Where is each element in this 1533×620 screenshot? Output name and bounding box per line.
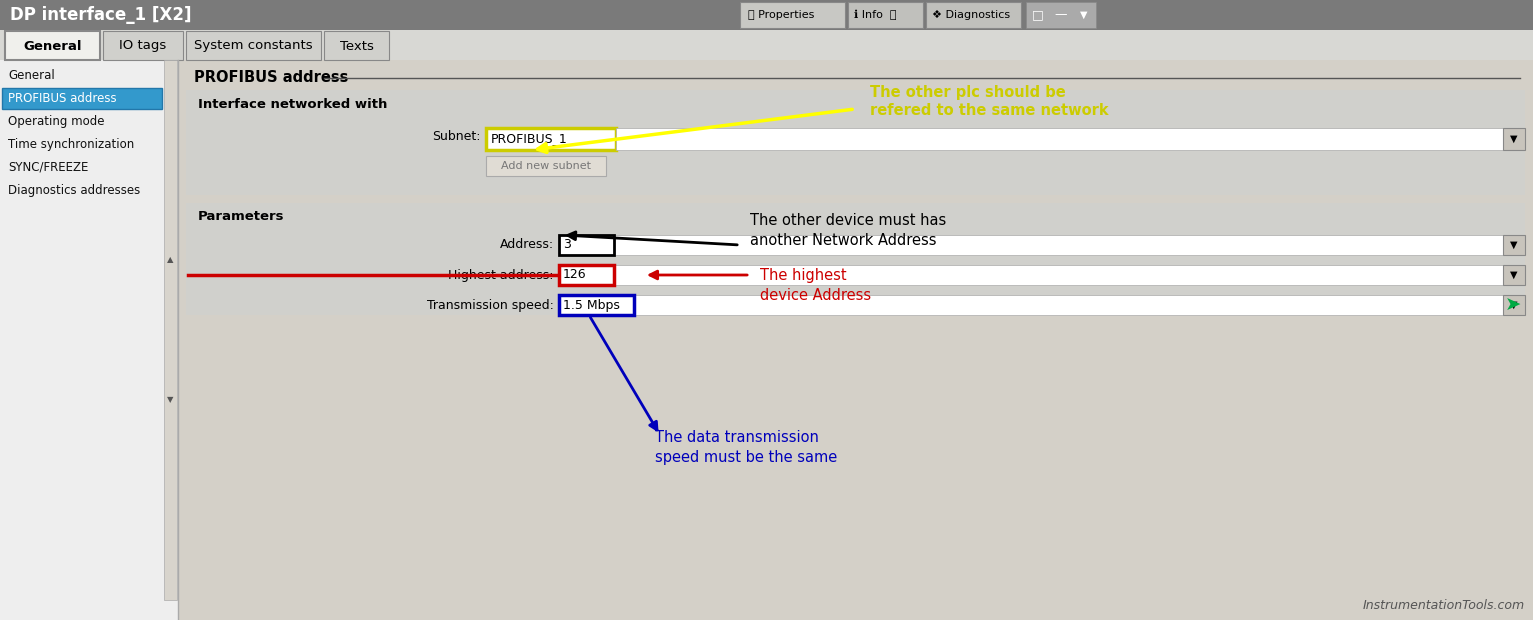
Bar	[1502, 295, 1525, 315]
Bar	[5, 31, 100, 60]
Text: ▼: ▼	[1081, 10, 1088, 20]
Text: The other plc should be: The other plc should be	[871, 85, 1065, 100]
Bar	[103, 31, 182, 60]
Bar	[1502, 128, 1525, 150]
Text: speed must be the same: speed must be the same	[655, 450, 837, 465]
Text: ℹ Info  ⓘ: ℹ Info ⓘ	[854, 10, 897, 20]
Text: DP interface_1 [X2]: DP interface_1 [X2]	[11, 6, 192, 24]
Bar	[164, 60, 176, 600]
Text: IO tags: IO tags	[120, 40, 167, 53]
Bar	[1026, 2, 1096, 28]
Text: The highest: The highest	[760, 268, 846, 283]
Bar	[323, 31, 389, 60]
Text: ▼: ▼	[1510, 134, 1518, 144]
Text: Interface networked with: Interface networked with	[198, 97, 388, 110]
Text: ▲: ▲	[167, 255, 173, 265]
Text: Parameters: Parameters	[198, 211, 285, 223]
Bar	[560, 295, 635, 315]
Bar	[560, 265, 615, 285]
Text: another Network Address: another Network Address	[750, 233, 937, 248]
Bar	[560, 235, 615, 255]
Text: Operating mode: Operating mode	[8, 115, 104, 128]
Text: The data transmission: The data transmission	[655, 430, 819, 445]
Text: ▼: ▼	[167, 396, 173, 404]
Bar	[185, 90, 1525, 195]
Text: refered to the same network: refered to the same network	[871, 103, 1108, 118]
Bar	[0, 30, 1533, 60]
Bar	[615, 235, 1502, 255]
Bar	[0, 60, 178, 620]
Text: PROFIBUS_1: PROFIBUS_1	[491, 133, 567, 146]
Text: Texts: Texts	[340, 40, 374, 53]
Text: Time synchronization: Time synchronization	[8, 138, 135, 151]
Text: PROFIBUS address: PROFIBUS address	[195, 71, 348, 86]
Text: Subnet:: Subnet:	[432, 130, 481, 143]
Bar	[635, 295, 1502, 315]
Text: ➤: ➤	[1505, 296, 1521, 314]
Text: 126: 126	[563, 268, 587, 281]
Bar	[848, 2, 923, 28]
Text: —: —	[1055, 9, 1067, 22]
Text: ▼: ▼	[1510, 300, 1518, 310]
Text: PROFIBUS address: PROFIBUS address	[8, 92, 117, 105]
Bar	[1502, 265, 1525, 285]
Text: SYNC/FREEZE: SYNC/FREEZE	[8, 161, 89, 174]
Text: 1.5 Mbps: 1.5 Mbps	[563, 298, 619, 311]
Bar	[185, 31, 320, 60]
Text: General: General	[23, 40, 81, 53]
Text: ▼: ▼	[1510, 240, 1518, 250]
Bar	[0, 0, 1533, 30]
Bar	[616, 128, 1502, 150]
Text: ❖ Diagnostics: ❖ Diagnostics	[932, 10, 1010, 20]
Text: Transmission speed:: Transmission speed:	[428, 298, 553, 311]
Bar	[740, 2, 845, 28]
Text: Add new subnet: Add new subnet	[501, 161, 592, 171]
Bar	[2, 88, 162, 109]
Text: General: General	[8, 69, 55, 82]
Text: The other device must has: The other device must has	[750, 213, 946, 228]
Bar	[926, 2, 1021, 28]
Text: Highest address:: Highest address:	[449, 268, 553, 281]
Text: device Address: device Address	[760, 288, 871, 303]
Bar	[486, 156, 606, 176]
Text: 🔍 Properties: 🔍 Properties	[748, 10, 814, 20]
Bar	[615, 265, 1502, 285]
Bar	[1502, 235, 1525, 255]
Text: 3: 3	[563, 239, 570, 252]
Bar	[486, 128, 616, 150]
Text: InstrumentationTools.com: InstrumentationTools.com	[1363, 599, 1525, 612]
Text: Address:: Address:	[500, 239, 553, 252]
Text: Diagnostics addresses: Diagnostics addresses	[8, 184, 140, 197]
Text: ▼: ▼	[1510, 270, 1518, 280]
Bar	[185, 203, 1525, 315]
Text: System constants: System constants	[195, 40, 313, 53]
Text: □: □	[1032, 9, 1044, 22]
